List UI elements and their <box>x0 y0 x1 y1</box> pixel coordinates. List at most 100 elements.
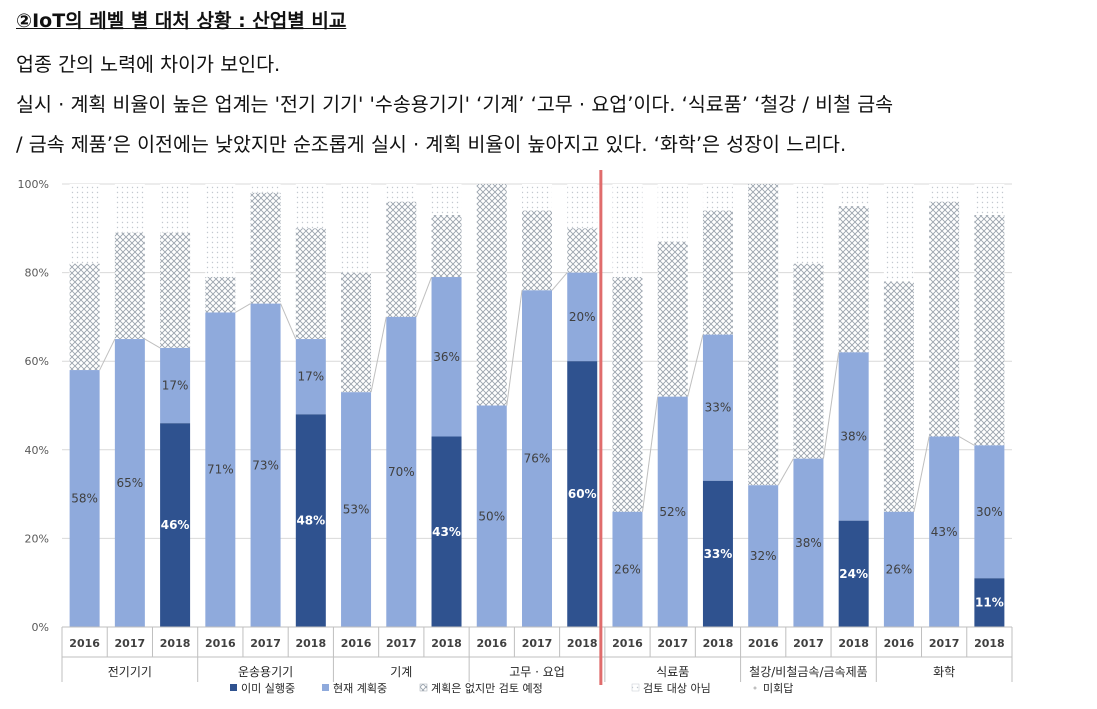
bar-segment-not-considered <box>69 184 100 264</box>
bar-segment-planned <box>929 436 960 627</box>
y-tick-label: 0% <box>32 621 49 634</box>
data-label-implemented: 11% <box>975 596 1004 610</box>
bar-segment-considering <box>114 232 145 340</box>
series-connector <box>687 334 704 397</box>
bar-segment-planned <box>69 370 100 627</box>
data-label-implemented: 46% <box>161 518 190 532</box>
y-tick-label: 20% <box>25 532 49 545</box>
series-connector <box>822 352 840 459</box>
x-tick-year: 2018 <box>160 637 191 650</box>
bar-segment-planned <box>838 352 869 521</box>
y-tick-label: 40% <box>25 444 49 457</box>
series-connector <box>144 338 161 349</box>
data-label-planned: 65% <box>117 476 144 490</box>
data-label-planned: 52% <box>659 505 686 519</box>
bar-segment-planned <box>702 334 733 481</box>
data-label-implemented: 33% <box>704 547 733 561</box>
bar-segment-planned <box>883 511 914 627</box>
data-label-planned: 30% <box>976 505 1003 519</box>
bar-segment-planned <box>567 272 598 362</box>
x-tick-year: 2016 <box>476 637 507 650</box>
bar-segment-considering <box>250 192 281 304</box>
series-connector <box>370 316 387 393</box>
page-title: ②IoT의 레벨 별 대처 상황 : 산업별 비교 <box>16 10 347 32</box>
bar-segment-planned <box>974 445 1005 579</box>
bar-segment-not-considered <box>522 184 552 211</box>
bar-segment-implemented <box>431 436 462 627</box>
bar-segment-not-considered <box>929 184 960 202</box>
bar-segment-not-considered <box>657 184 688 242</box>
series-connector <box>913 436 930 512</box>
data-label-planned: 17% <box>162 379 189 393</box>
x-tick-year: 2016 <box>205 637 236 650</box>
bar-segment-not-considered <box>838 184 869 207</box>
bar-segment-planned <box>160 347 191 424</box>
bar-segment-not-considered <box>612 184 643 278</box>
bar-segment-considering <box>295 228 326 340</box>
x-tick-year: 2018 <box>567 637 598 650</box>
x-group-label: 전기기기 <box>108 665 152 679</box>
x-tick-year: 2016 <box>748 637 779 650</box>
x-tick-year: 2017 <box>522 637 553 650</box>
x-group-label: 식료품 <box>656 665 689 679</box>
bar-segment-considering <box>386 201 417 317</box>
bar-segment-planned <box>748 485 779 627</box>
bar-segment-planned <box>114 339 145 627</box>
bar-segment-implemented <box>974 578 1005 627</box>
bar-segment-planned <box>793 458 824 627</box>
bar-segment-considering <box>793 263 824 459</box>
x-tick-year: 2018 <box>431 637 462 650</box>
bar-segment-not-considered <box>386 184 417 202</box>
series-connector <box>235 303 251 313</box>
bar-segment-considering <box>838 206 869 353</box>
data-label-planned: 26% <box>886 562 913 576</box>
x-tick-year: 2017 <box>929 637 960 650</box>
bar-segment-planned <box>386 316 417 627</box>
bar-segment-implemented <box>295 414 326 627</box>
y-tick-label: 80% <box>25 267 49 280</box>
summary-line-2: 실시 · 계획 비율이 높은 업계는 '전기 기기' '수송용기기' ‘기계’ … <box>16 93 894 116</box>
x-tick-year: 2017 <box>250 637 281 650</box>
legend-marker <box>419 683 428 692</box>
bar-segment-planned <box>657 396 688 627</box>
series-connector <box>777 458 794 486</box>
data-label-implemented: 48% <box>296 514 325 528</box>
x-tick-year: 2016 <box>341 637 372 650</box>
bar-segment-considering <box>883 281 914 512</box>
legend-label: 현재 계획중 <box>333 682 387 695</box>
data-label-planned: 73% <box>252 458 279 472</box>
bar-segment-considering <box>160 232 191 348</box>
bar-segment-considering <box>657 241 688 397</box>
x-group-label: 화학 <box>933 665 955 679</box>
series-connector <box>99 338 116 371</box>
data-label-implemented: 43% <box>432 525 461 539</box>
legend-marker <box>322 684 329 691</box>
x-tick-year: 2018 <box>295 637 326 650</box>
data-label-planned: 36% <box>433 350 460 364</box>
legend-label: 이미 실행중 <box>241 682 295 695</box>
bar-segment-not-considered <box>295 184 326 229</box>
bar-segment-considering <box>748 184 779 486</box>
x-group-label: 기계 <box>390 665 412 679</box>
data-label-planned: 53% <box>343 503 370 517</box>
legend-label: 검토 대상 아님 <box>643 682 711 695</box>
bar-segment-considering <box>205 277 236 313</box>
bar-segment-implemented <box>160 423 191 627</box>
bar-segment-considering <box>929 201 960 437</box>
bar-segment-not-considered <box>883 184 914 282</box>
data-label-planned: 71% <box>207 463 234 477</box>
x-group-label: 철강/비철금속/금속제품 <box>749 665 868 679</box>
series-connector <box>641 396 659 512</box>
bar-segment-considering <box>612 277 643 512</box>
x-tick-year: 2018 <box>703 637 734 650</box>
data-label-planned: 43% <box>931 525 958 539</box>
bar-segment-implemented <box>702 480 733 627</box>
stacked-bar-chart: 58% 65% 17% 46% 71% 73% 17% 48% 53% 70% 36% 43% 50% 7… <box>18 170 1013 695</box>
data-label-planned: 17% <box>297 370 324 384</box>
bar-segment-not-considered <box>793 184 824 264</box>
bar-segment-planned <box>205 312 236 627</box>
bar-segment-not-considered <box>431 184 462 216</box>
legend-layer: 이미 실행중 현재 계획중 계획은 없지만 검토 예정 검토 대상 아님 미회답 <box>230 682 793 695</box>
data-label-planned: 26% <box>614 562 641 576</box>
series-connector <box>506 290 523 406</box>
